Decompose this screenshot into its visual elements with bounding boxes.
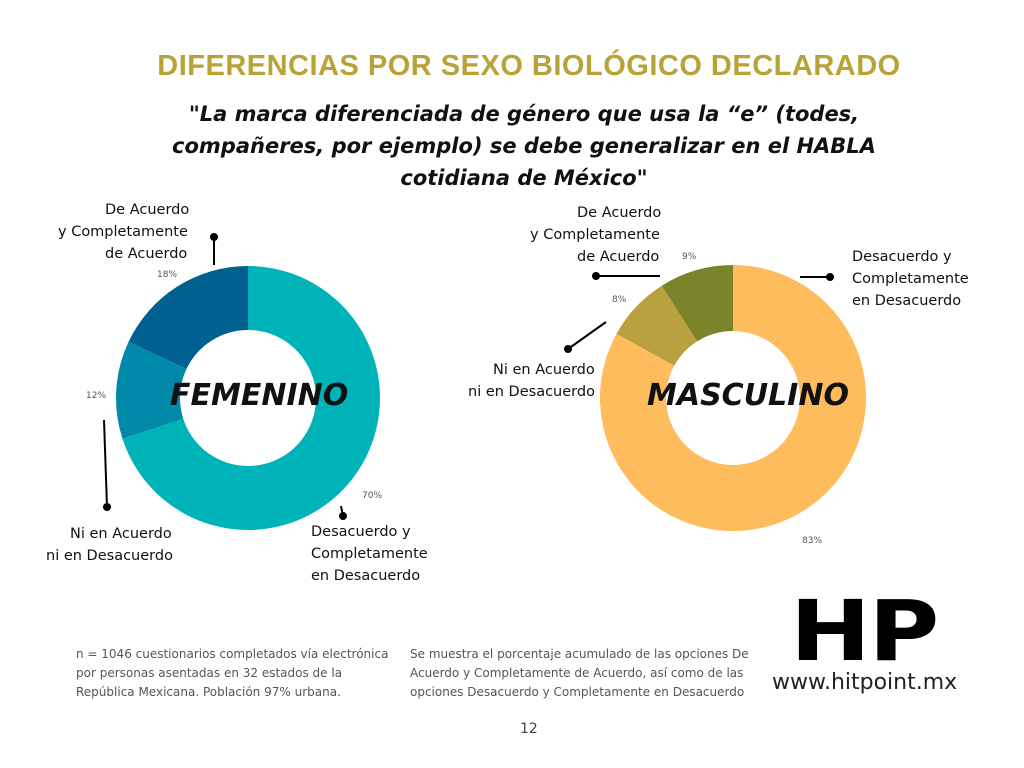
label-fem-ni: ni en Desacuerdo xyxy=(46,548,173,564)
pct-label: 12% xyxy=(86,391,107,401)
website-url: www.hitpoint.mx xyxy=(772,670,958,695)
label-mas-ni: Ni en Acuerdo xyxy=(493,362,595,378)
label-mas-ni: ni en Desacuerdo xyxy=(468,384,595,400)
label-mas-acuerdo: de Acuerdo xyxy=(577,249,660,265)
pct-label: 18% xyxy=(157,270,178,280)
leader-line xyxy=(103,419,108,508)
leader-line xyxy=(567,321,607,350)
chart-title-femenino: FEMENINO xyxy=(170,378,349,413)
donut-slice-femenino-2 xyxy=(128,266,248,370)
hitpoint-logo: HP xyxy=(790,582,939,680)
pct-label: 9% xyxy=(682,252,697,262)
label-fem-acuerdo: de Acuerdo xyxy=(105,246,188,262)
survey-question: "La marca diferenciada de género que usa… xyxy=(172,102,876,190)
donut-slice-femenino-0 xyxy=(122,266,380,530)
leader-dots xyxy=(103,233,834,520)
page-number: 12 xyxy=(520,721,538,737)
donut-slice-femenino-1 xyxy=(115,341,187,439)
pct-label: 70% xyxy=(362,491,383,501)
label-mas-acuerdo: De Acuerdo xyxy=(577,205,662,221)
chart-title-masculino: MASCULINO xyxy=(647,378,849,413)
label-mas-acuerdo: y Completamente xyxy=(530,227,660,243)
label-fem-ni: Ni en Acuerdo xyxy=(70,526,172,542)
label-fem-acuerdo: y Completamente xyxy=(58,224,188,240)
donut-slice-masculino-0 xyxy=(600,265,867,531)
pct-label: 8% xyxy=(612,295,627,305)
label-mas-des: Desacuerdo y Completamente en Desacuerdo xyxy=(852,249,969,309)
donut-slice-masculino-2 xyxy=(661,265,733,342)
label-fem-des: Desacuerdo y Completamente en Desacuerdo xyxy=(311,524,428,584)
sample-note: n = 1046 cuestionarios completados vía e… xyxy=(76,647,389,699)
method-note: Se muestra el porcentaje acumulado de la… xyxy=(410,647,749,699)
page-title: DIFERENCIAS POR SEXO BIOLÓGICO DECLARADO xyxy=(157,50,901,82)
label-fem-acuerdo: De Acuerdo xyxy=(105,202,190,218)
pct-label: 83% xyxy=(802,536,823,546)
donut-slice-masculino-1 xyxy=(616,285,698,366)
